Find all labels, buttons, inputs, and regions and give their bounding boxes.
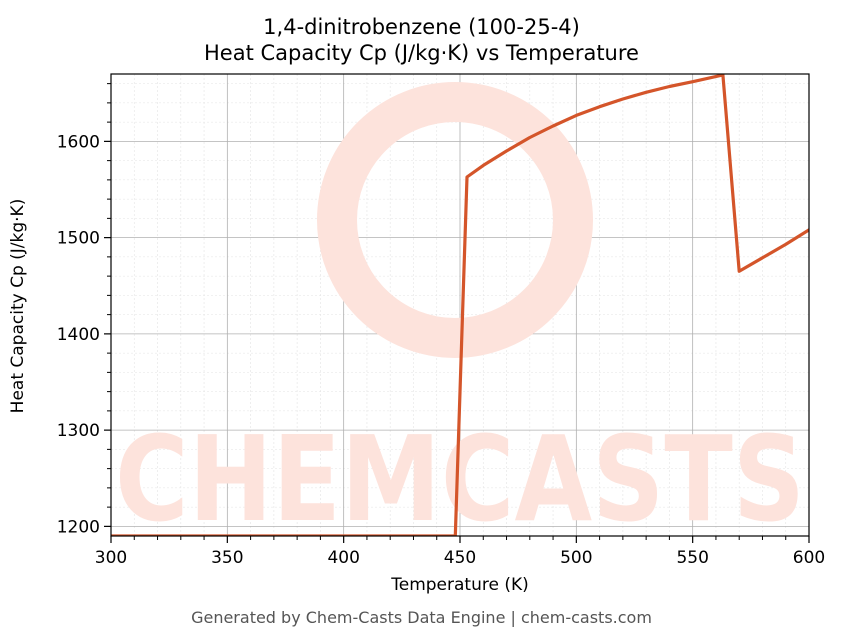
y-tick-label: 1200 (57, 517, 100, 537)
footer-credit: Generated by Chem-Casts Data Engine | ch… (191, 608, 652, 627)
x-tick-label: 400 (327, 548, 359, 568)
chart-title-line2: Heat Capacity Cp (J/kg·K) vs Temperature (204, 41, 639, 65)
series-layer (111, 74, 809, 536)
y-tick-label: 1300 (57, 421, 100, 441)
x-tick-label: 350 (211, 548, 243, 568)
series-line-cp (111, 74, 809, 536)
x-tick-label: 300 (95, 548, 127, 568)
x-axis-label: Temperature (K) (391, 575, 529, 595)
y-axis-label: Heat Capacity Cp (J/kg·K) (8, 198, 28, 414)
y-tick-label: 1500 (57, 229, 100, 249)
y-tick-label: 1400 (57, 325, 100, 345)
chart-title-line1: 1,4-dinitrobenzene (100-25-4) (263, 15, 580, 39)
watermark-logo-ring (317, 82, 593, 358)
x-tick-label: 550 (676, 548, 708, 568)
axis-ticks: 300 350 400 450 500 550 600 1200 1300 1400 1500 160… (57, 83, 825, 568)
x-tick-label: 600 (793, 548, 825, 568)
y-tick-label: 1600 (57, 132, 100, 152)
x-tick-label: 450 (444, 548, 476, 568)
x-tick-label: 500 (560, 548, 592, 568)
